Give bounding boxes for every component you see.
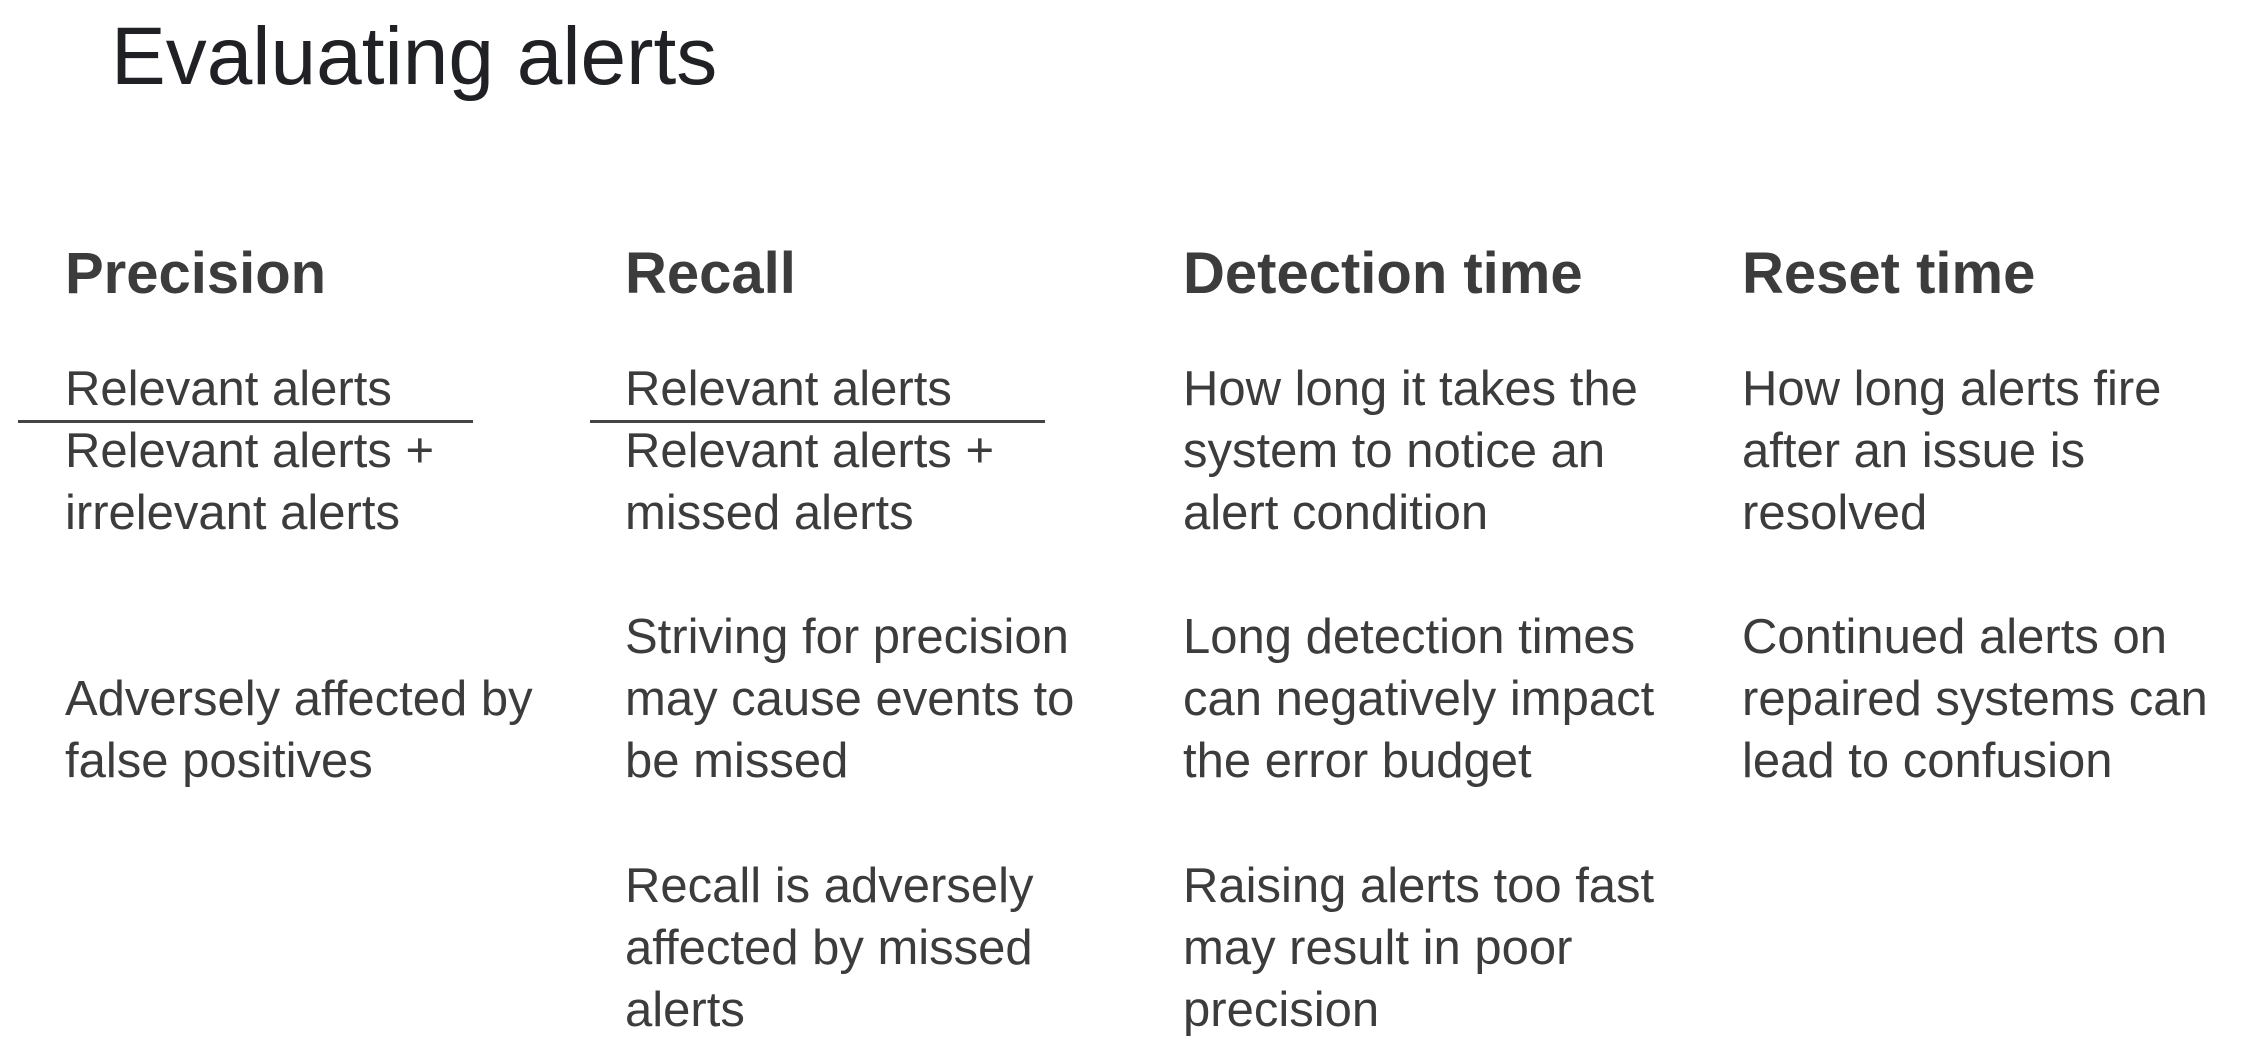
precision-numerator: Relevant alerts [65,362,392,416]
detection-time-heading: Detection time [1183,241,1583,306]
detection-time-note-error-budget: Long detection times can negatively impa… [1183,610,1655,788]
precision-note: Adversely affected by false positives [65,672,533,788]
reset-time-heading: Reset time [1742,241,2036,306]
detection-time-definition: How long it takes the system to notice a… [1183,362,1638,540]
detection-time-column: Detection time How long it takes the sys… [1183,0,1723,1046]
precision-denominator: Relevant alerts + irrelevant alerts [65,424,435,540]
recall-heading: Recall [625,241,796,306]
recall-numerator: Relevant alerts [625,362,952,416]
reset-time-column: Reset time How long alerts fire after an… [1742,0,2252,1046]
reset-time-definition: How long alerts fire after an issue is r… [1742,362,2162,540]
recall-note-precision-tradeoff: Striving for precision may cause events … [625,610,1075,788]
recall-column: Recall Relevant alerts Relevant alerts +… [625,0,1145,1046]
precision-fraction-bar [18,420,473,423]
recall-denominator: Relevant alerts + missed alerts [625,424,995,540]
reset-time-note-confusion: Continued alerts on repaired systems can… [1742,610,2208,788]
recall-fraction-bar [590,420,1045,423]
detection-time-note-precision: Raising alerts too fast may result in po… [1183,859,1655,1037]
recall-note-missed-alerts: Recall is adversely affected by missed a… [625,859,1034,1037]
precision-column: Precision Relevant alerts Relevant alert… [65,0,585,1046]
precision-heading: Precision [65,241,327,306]
slide-title: Evaluating alerts [111,11,718,102]
